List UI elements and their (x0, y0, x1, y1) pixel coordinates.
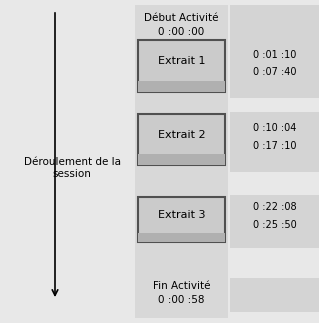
Text: 0 :00 :58: 0 :00 :58 (158, 295, 205, 305)
Text: 0 :01 :10: 0 :01 :10 (253, 50, 296, 60)
Text: 0 :17 :10: 0 :17 :10 (253, 141, 296, 151)
Bar (138, 154, 225, 165)
Bar (230, 5, 319, 38)
Text: Déroulement de la
session: Déroulement de la session (24, 157, 121, 179)
Text: Extrait 3: Extrait 3 (158, 210, 205, 220)
Bar (230, 112, 319, 172)
Bar (138, 233, 225, 242)
Bar (230, 278, 319, 312)
Bar (135, 5, 228, 318)
Text: Fin Activité: Fin Activité (153, 281, 210, 291)
Text: 0 :00 :00: 0 :00 :00 (158, 27, 204, 37)
Text: Début Activité: Début Activité (144, 13, 219, 23)
Bar (138, 40, 225, 92)
Bar (230, 195, 319, 248)
Bar (138, 81, 225, 92)
Text: 0 :07 :40: 0 :07 :40 (253, 67, 296, 77)
Text: 0 :22 :08: 0 :22 :08 (253, 202, 296, 212)
Bar (230, 38, 319, 98)
Text: 0 :10 :04: 0 :10 :04 (253, 123, 296, 133)
Text: Extrait 2: Extrait 2 (158, 130, 205, 140)
Text: 0 :25 :50: 0 :25 :50 (253, 220, 296, 230)
Bar (138, 197, 225, 242)
Bar (138, 114, 225, 165)
Text: Extrait 1: Extrait 1 (158, 56, 205, 66)
